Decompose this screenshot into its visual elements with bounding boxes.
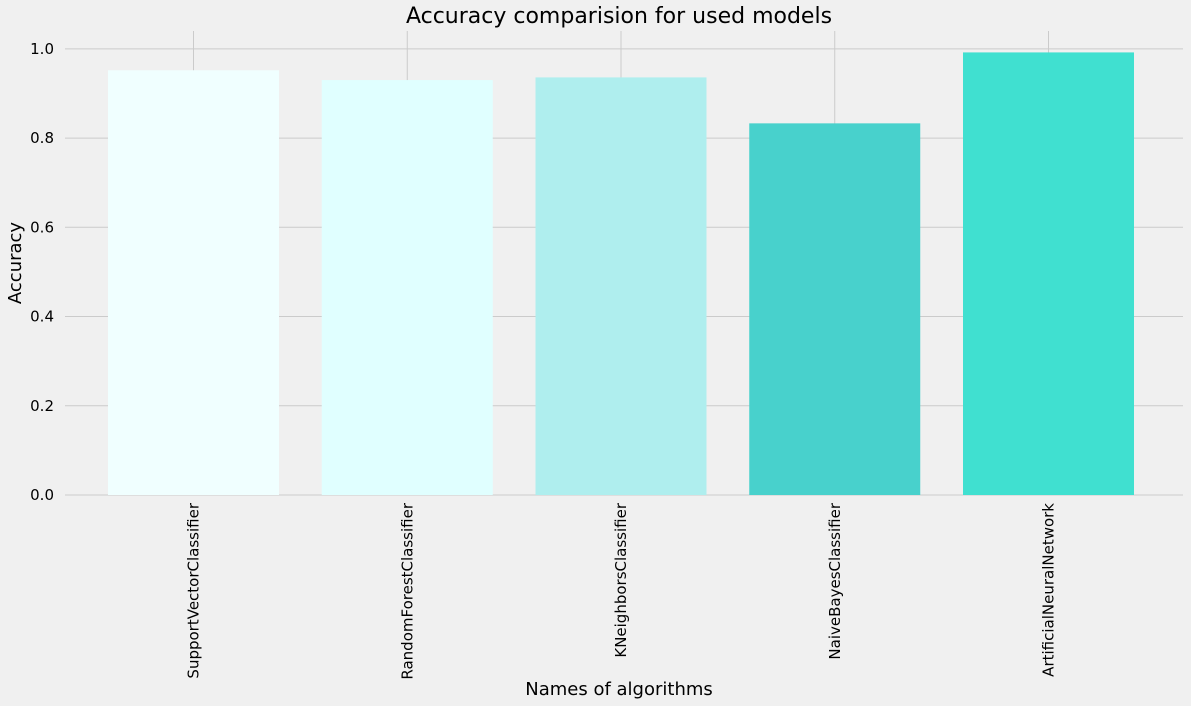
chart-title: Accuracy comparision for used models	[406, 4, 832, 29]
y-tick-label: 0.2	[30, 397, 54, 415]
y-tick-labels: 0.0 0.2 0.4 0.6 0.8 1.0	[30, 40, 54, 504]
y-tick-label: 0.0	[30, 486, 54, 504]
bar-artificialneuralnetwork	[963, 52, 1134, 496]
x-axis-label: Names of algorithms	[525, 679, 713, 700]
bar-kneighborsclassifier	[535, 77, 707, 496]
bar-naivebayesclassifier	[749, 123, 921, 495]
y-tick-label: 0.4	[30, 308, 54, 326]
x-tick-label: RandomForestClassifier	[398, 502, 416, 679]
x-tick-label: KNeighborsClassifier	[612, 502, 630, 657]
x-tick-label: NaiveBayesClassifier	[826, 502, 844, 659]
y-tick-label: 0.8	[30, 129, 54, 147]
bar-supportvectorclassifier	[108, 70, 279, 495]
x-tick-label: SupportVectorClassifier	[185, 502, 203, 678]
y-axis-label: Accuracy	[5, 222, 26, 305]
x-tick-labels: SupportVectorClassifier RandomForestClass…	[185, 502, 1058, 679]
bar-randomforestclassifier	[321, 80, 493, 496]
x-tick-label: ArtificialNeuralNetwork	[1040, 503, 1058, 677]
bars	[108, 52, 1134, 496]
y-tick-label: 1.0	[30, 40, 54, 58]
y-tick-label: 0.6	[30, 218, 54, 236]
